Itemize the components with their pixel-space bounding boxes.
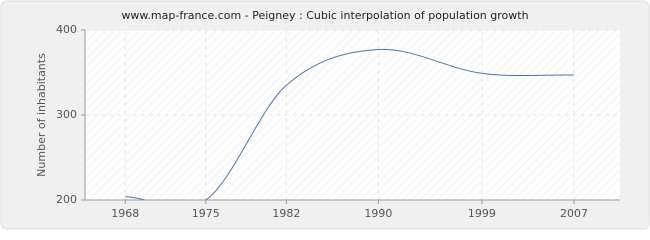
x-tick-label: 1999 [468, 207, 496, 220]
chart-title: www.map-france.com - Peigney : Cubic int… [121, 9, 528, 22]
x-tick-label: 1975 [192, 207, 220, 220]
y-tick-label: 200 [56, 193, 77, 206]
chart: www.map-france.com - Peigney : Cubic int… [0, 0, 650, 230]
y-tick-label: 300 [56, 108, 77, 121]
x-tick-label: 1982 [272, 207, 300, 220]
page: {"chart_data": {"type": "line", "title":… [0, 0, 650, 230]
x-tick-label: 2007 [560, 207, 588, 220]
y-axis-label: Number of inhabitants [35, 53, 48, 177]
x-tick-label: 1968 [111, 207, 139, 220]
line [125, 49, 574, 200]
y-tick-label: 400 [56, 23, 77, 36]
x-tick-label: 1990 [364, 207, 392, 220]
